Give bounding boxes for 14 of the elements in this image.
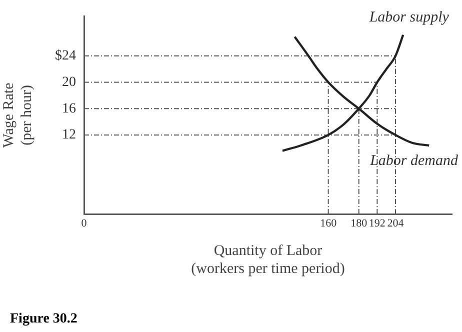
y-tick-label: 16 <box>62 101 76 116</box>
y-axis-title: Wage Rate (per hour) <box>0 82 35 148</box>
x-tick-label: 204 <box>387 217 404 230</box>
series-label: Labor supply <box>368 9 450 26</box>
x-axis-title: Quantity of Labor (workers per time period) <box>191 242 345 277</box>
y-tick-label: 12 <box>62 128 76 143</box>
caption: Figure 30.2 <box>10 312 78 327</box>
series-label: Labor demand <box>369 152 458 169</box>
y-tick-label: 20 <box>62 74 76 90</box>
x-tick-label: 0 <box>81 217 88 230</box>
y-tick-label: $24 <box>55 48 76 64</box>
x-tick-label: 160 <box>320 217 338 230</box>
x-tick-label: 180 <box>350 217 368 230</box>
x-tick-label: 192 <box>368 217 386 230</box>
